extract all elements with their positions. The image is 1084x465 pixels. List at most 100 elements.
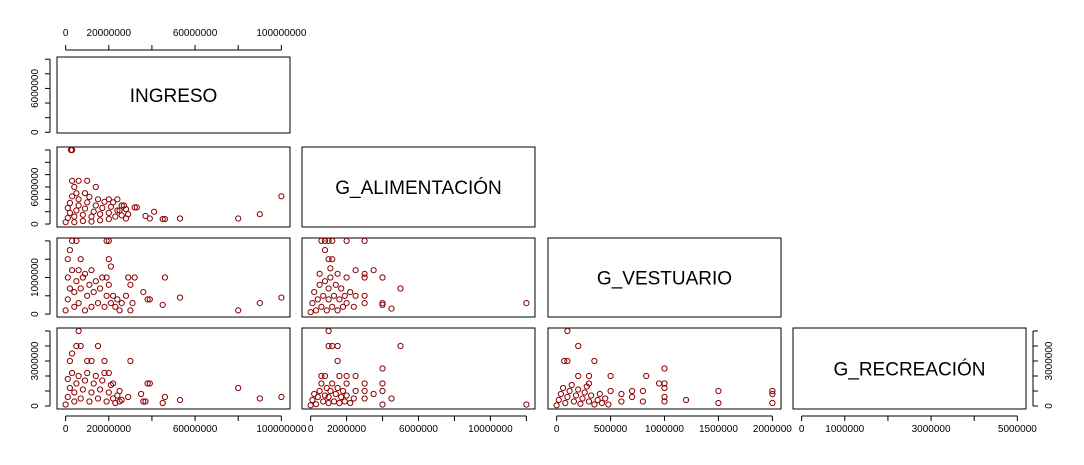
data-point (661, 393, 668, 401)
data-point (66, 285, 74, 292)
data-point (159, 216, 166, 223)
data-point (577, 400, 584, 407)
data-point (73, 278, 80, 285)
data-point (555, 396, 562, 404)
data-point (343, 380, 350, 387)
data-point (323, 307, 330, 314)
tick-label: 500000 (594, 424, 628, 435)
data-point (92, 183, 99, 191)
data-point (336, 372, 343, 380)
data-point (84, 369, 91, 377)
data-point (146, 380, 153, 387)
data-point (309, 396, 316, 404)
data-point (71, 213, 78, 220)
tick-label: 3000000 (30, 341, 41, 380)
data-point (312, 401, 320, 408)
data-point (77, 256, 84, 263)
data-point (598, 399, 606, 407)
data-point (140, 398, 147, 405)
scatter-panel (56, 146, 291, 228)
data-point (370, 390, 377, 398)
data-point (325, 256, 332, 263)
data-point (94, 300, 102, 307)
data-point (379, 401, 386, 408)
data-point (568, 381, 575, 389)
data-point (69, 267, 76, 274)
data-point (572, 392, 580, 399)
data-point (86, 398, 93, 405)
data-point (321, 372, 329, 380)
data-point (388, 395, 395, 402)
data-point (99, 274, 106, 281)
data-point (361, 292, 368, 299)
data-point (79, 217, 87, 225)
data-point (66, 247, 74, 254)
data-point (103, 237, 110, 244)
data-point (107, 381, 115, 389)
data-point (343, 237, 350, 244)
data-point (125, 393, 132, 401)
data-point (94, 196, 102, 203)
data-point (607, 372, 614, 380)
data-point (379, 387, 386, 395)
data-point (656, 380, 663, 387)
data-point (318, 303, 325, 310)
data-point (523, 300, 530, 307)
data-point (316, 387, 323, 395)
data-point (112, 213, 119, 220)
data-point (325, 393, 332, 401)
data-point (67, 146, 75, 154)
data-point (591, 401, 598, 408)
data-point (81, 205, 89, 212)
data-point (661, 384, 668, 392)
data-point (314, 296, 321, 303)
data-point (379, 300, 386, 307)
data-point (127, 357, 134, 365)
tick-label: 3000000 (912, 424, 951, 435)
data-point (88, 218, 95, 225)
data-point (327, 274, 334, 281)
data-point (114, 296, 121, 303)
data-point (379, 365, 386, 372)
data-point (334, 342, 341, 350)
data-point (62, 307, 69, 314)
data-point (361, 300, 368, 307)
data-point (66, 209, 74, 216)
data-point (110, 292, 117, 299)
data-point (140, 289, 147, 296)
data-point (112, 303, 119, 310)
data-point (329, 256, 336, 263)
data-point (144, 380, 151, 387)
data-point (352, 387, 359, 395)
data-point (397, 342, 404, 350)
data-point (318, 237, 325, 244)
data-point (64, 256, 71, 263)
data-point (105, 281, 112, 288)
data-point (361, 395, 368, 402)
data-point (321, 392, 329, 399)
data-point (325, 296, 332, 303)
data-point (71, 289, 78, 296)
data-point (64, 204, 71, 212)
data-point (639, 398, 647, 405)
data-point (77, 342, 84, 350)
data-point (564, 393, 571, 401)
data-point (161, 216, 168, 223)
data-point (769, 387, 776, 395)
data-point (105, 256, 112, 263)
data-point (69, 237, 76, 244)
data-point (122, 215, 130, 222)
data-point (71, 389, 78, 396)
data-point (105, 216, 112, 223)
data-point (583, 383, 590, 390)
data-point (343, 300, 350, 307)
data-point (330, 398, 338, 405)
data-point (71, 303, 78, 310)
data-point (161, 393, 168, 401)
data-point (334, 357, 341, 365)
data-point (69, 177, 76, 184)
variable-label: G_VESTUARIO (597, 269, 732, 290)
scatter-panel (301, 237, 536, 318)
data-point (176, 294, 184, 301)
data-point (235, 215, 242, 222)
